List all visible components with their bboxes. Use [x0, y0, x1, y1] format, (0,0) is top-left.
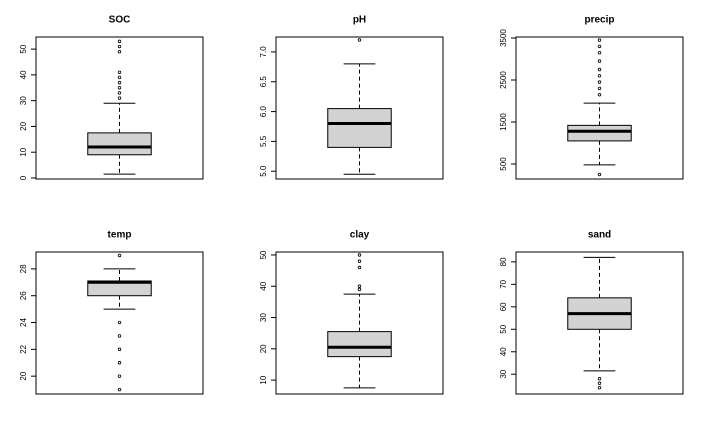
y-tick-label: 7.0	[259, 46, 268, 58]
y-tick-label: 2500	[499, 71, 508, 89]
y-tick-label: 40	[19, 70, 28, 79]
outlier	[597, 80, 602, 84]
outlier	[597, 93, 602, 97]
y-tick-label: 5.5	[259, 135, 268, 147]
panel-title: pH	[353, 15, 366, 26]
y-tick-label: 30	[259, 313, 268, 322]
y-tick-label: 40	[259, 281, 268, 290]
outlier	[117, 39, 122, 44]
outlier	[117, 361, 122, 365]
outlier	[597, 377, 602, 381]
outlier	[117, 320, 122, 325]
box	[87, 132, 152, 156]
y-tick-label: 28	[19, 264, 28, 273]
y-tick-label: 20	[259, 344, 268, 353]
y-tick-label: 6.5	[259, 76, 268, 88]
box	[327, 331, 392, 358]
outlier	[357, 284, 362, 288]
box	[327, 108, 392, 148]
y-tick-label: 70	[499, 279, 508, 288]
outlier	[117, 86, 122, 90]
y-tick-label: 20	[19, 121, 28, 130]
panel-title: sand	[588, 230, 611, 241]
y-tick-label: 40	[499, 347, 508, 356]
outlier	[597, 67, 602, 72]
panel-title: clay	[350, 230, 370, 241]
y-tick-label: 10	[19, 147, 28, 156]
outlier	[117, 49, 122, 54]
y-tick-label: 80	[499, 257, 508, 266]
y-tick-label: 6.0	[259, 105, 268, 117]
outlier	[357, 265, 362, 270]
outlier	[597, 59, 602, 63]
y-tick-label: 10	[259, 375, 268, 384]
outlier	[117, 96, 122, 100]
outlier	[117, 80, 122, 85]
y-tick-label: 60	[499, 302, 508, 311]
y-tick-label: 50	[259, 250, 268, 259]
y-tick-label: 30	[19, 96, 28, 105]
y-tick-label: 30	[499, 369, 508, 378]
outlier	[597, 386, 602, 390]
outlier	[117, 253, 122, 258]
outlier	[117, 347, 122, 352]
outlier	[597, 38, 602, 42]
outlier	[117, 75, 122, 80]
y-tick-label: 3500	[499, 29, 508, 47]
outlier	[117, 374, 122, 378]
y-tick-label: 20	[19, 371, 28, 380]
panel-title: SOC	[109, 15, 131, 26]
y-tick-label: 500	[499, 157, 508, 171]
outlier	[117, 70, 122, 75]
y-tick-label: 5.0	[259, 165, 268, 177]
outlier	[597, 44, 602, 49]
outlier	[117, 44, 122, 49]
outlier	[117, 387, 122, 392]
outlier	[597, 74, 602, 78]
outlier	[117, 334, 122, 338]
y-tick-label: 24	[19, 318, 28, 327]
panel-title: temp	[108, 230, 132, 241]
y-tick-label: 0	[19, 175, 28, 180]
panel-title: precip	[584, 15, 614, 26]
y-tick-label: 26	[19, 291, 28, 300]
outlier	[357, 38, 362, 42]
y-tick-label: 50	[19, 44, 28, 53]
outlier	[597, 86, 602, 91]
outlier	[117, 91, 122, 95]
y-tick-label: 22	[19, 344, 28, 353]
y-tick-label: 50	[499, 324, 508, 333]
outlier	[597, 381, 602, 385]
outlier	[357, 287, 362, 292]
outlier	[597, 172, 602, 177]
box	[567, 124, 632, 142]
outlier	[357, 259, 362, 263]
outlier	[597, 51, 602, 55]
y-tick-label: 1500	[499, 113, 508, 131]
outlier	[357, 253, 362, 257]
